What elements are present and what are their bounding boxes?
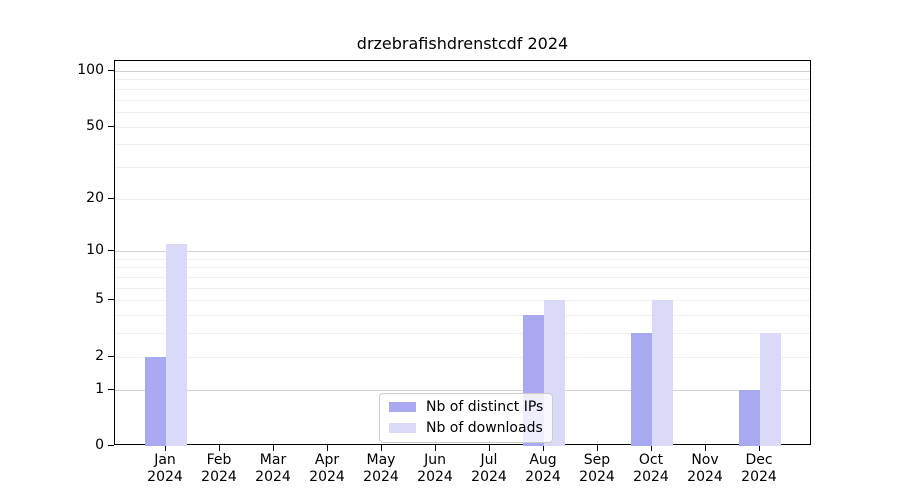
x-tick-label-line: 2024 — [309, 469, 345, 485]
bar-nb-of-downloads-oct-2024 — [652, 300, 673, 446]
gridline-minor-9 — [115, 258, 810, 260]
x-tick-label-line: 2024 — [147, 469, 183, 485]
x-tick-label-jan-2024: Jan 2024 — [137, 452, 193, 486]
x-tick-label-line: 2024 — [525, 469, 561, 485]
x-tick-label-line: 2024 — [363, 469, 399, 485]
gridline-minor-4 — [115, 315, 810, 317]
x-tick-label-line: 2024 — [201, 469, 237, 485]
x-tick-label-line: May — [366, 452, 396, 468]
x-tick-label-apr-2024: Apr 2024 — [299, 452, 355, 486]
x-tick-mark-apr-2024 — [327, 445, 328, 451]
y-tick-label-10: 10 — [86, 242, 104, 259]
y-tick-mark-1 — [108, 388, 114, 390]
legend: Nb of distinct IPs Nb of downloads — [379, 393, 554, 443]
x-tick-mark-nov-2024 — [705, 445, 706, 451]
y-tick-mark-20 — [108, 197, 114, 199]
x-tick-label-sep-2024: Sep 2024 — [569, 452, 625, 486]
x-tick-label-dec-2024: Dec 2024 — [731, 452, 787, 486]
gridline-major-100 — [115, 71, 810, 73]
legend-label-downloads: Nb of downloads — [426, 420, 543, 436]
x-tick-label-line: Aug — [529, 452, 557, 468]
x-tick-label-line: Jul — [480, 452, 498, 468]
gridline-minor-8 — [115, 267, 810, 269]
y-tick-mark-100 — [108, 70, 114, 72]
x-tick-mark-oct-2024 — [651, 445, 652, 451]
gridline-minor-7 — [115, 277, 810, 279]
y-tick-mark-5 — [108, 299, 114, 301]
gridline-minor-6 — [115, 287, 810, 289]
x-tick-mark-jan-2024 — [165, 445, 166, 451]
x-tick-label-line: 2024 — [741, 469, 777, 485]
x-tick-mark-dec-2024 — [759, 445, 760, 451]
y-tick-mark-2 — [108, 355, 114, 357]
y-tick-mark-0 — [108, 445, 114, 446]
x-tick-mark-may-2024 — [381, 445, 382, 451]
y-tick-label-20: 20 — [86, 189, 104, 206]
gridline-minor-50 — [115, 126, 810, 128]
y-tick-mark-50 — [108, 125, 114, 127]
x-tick-label-line: Feb — [206, 452, 232, 468]
x-tick-label-jul-2024: Jul 2024 — [461, 452, 517, 486]
x-tick-label-line: 2024 — [417, 469, 453, 485]
gridline-major-10 — [115, 251, 810, 253]
y-tick-label-1: 1 — [95, 380, 104, 397]
x-tick-label-line: 2024 — [255, 469, 291, 485]
x-tick-label-line: 2024 — [687, 469, 723, 485]
x-tick-label-line: Apr — [314, 452, 340, 468]
gridline-minor-20 — [115, 198, 810, 200]
gridline-minor-5 — [115, 300, 810, 302]
gridline-minor-70 — [115, 99, 810, 101]
x-tick-label-line: Jun — [424, 452, 446, 468]
x-tick-label-feb-2024: Feb 2024 — [191, 452, 247, 486]
y-tick-label-100: 100 — [77, 62, 104, 79]
gridline-minor-80 — [115, 88, 810, 90]
y-tick-mark-10 — [108, 250, 114, 252]
gridline-minor-60 — [115, 111, 810, 113]
x-tick-label-line: Mar — [259, 452, 287, 468]
y-tick-label-5: 5 — [95, 291, 104, 308]
bar-nb-of-downloads-jan-2024 — [166, 244, 187, 446]
bar-nb-of-distinct-ips-jan-2024 — [145, 356, 166, 446]
x-tick-label-mar-2024: Mar 2024 — [245, 452, 301, 486]
x-tick-label-aug-2024: Aug 2024 — [515, 452, 571, 486]
x-tick-mark-mar-2024 — [273, 445, 274, 451]
x-tick-label-may-2024: May 2024 — [353, 452, 409, 486]
x-tick-mark-jun-2024 — [435, 445, 436, 451]
bar-nb-of-distinct-ips-dec-2024 — [739, 389, 760, 446]
gridline-major-1 — [115, 389, 810, 391]
legend-item-downloads: Nb of downloads — [389, 420, 543, 436]
bar-nb-of-downloads-dec-2024 — [760, 333, 781, 446]
chart-title: drzebrafishdrenstcdf 2024 — [356, 34, 569, 53]
x-tick-label-jun-2024: Jun 2024 — [407, 452, 463, 486]
plot-area: Nb of distinct IPs Nb of downloads — [114, 60, 811, 446]
x-tick-label-line: Oct — [638, 452, 664, 468]
x-tick-mark-jul-2024 — [489, 445, 490, 451]
legend-swatch-distinct-ips — [389, 402, 416, 412]
x-tick-mark-sep-2024 — [597, 445, 598, 451]
y-tick-label-50: 50 — [86, 117, 104, 134]
x-tick-label-line: Jan — [154, 452, 176, 468]
gridline-minor-40 — [115, 144, 810, 146]
gridline-minor-30 — [115, 166, 810, 168]
x-tick-mark-feb-2024 — [219, 445, 220, 451]
x-tick-label-line: Dec — [745, 452, 773, 468]
x-tick-mark-aug-2024 — [543, 445, 544, 451]
x-tick-label-line: Sep — [583, 452, 611, 468]
legend-swatch-downloads — [389, 423, 416, 433]
gridline-minor-3 — [115, 333, 810, 335]
x-tick-label-line: 2024 — [579, 469, 615, 485]
x-tick-label-line: 2024 — [471, 469, 507, 485]
gridline-minor-90 — [115, 79, 810, 81]
x-tick-label-nov-2024: Nov 2024 — [677, 452, 733, 486]
legend-label-distinct-ips: Nb of distinct IPs — [426, 399, 544, 415]
y-tick-label-2: 2 — [95, 347, 104, 364]
x-tick-label-line: 2024 — [633, 469, 669, 485]
x-tick-label-line: Nov — [691, 452, 719, 468]
gridline-minor-2 — [115, 356, 810, 358]
legend-item-distinct-ips: Nb of distinct IPs — [389, 399, 543, 415]
x-tick-label-oct-2024: Oct 2024 — [623, 452, 679, 486]
bar-nb-of-distinct-ips-oct-2024 — [631, 333, 652, 446]
y-tick-label-0: 0 — [95, 437, 104, 453]
